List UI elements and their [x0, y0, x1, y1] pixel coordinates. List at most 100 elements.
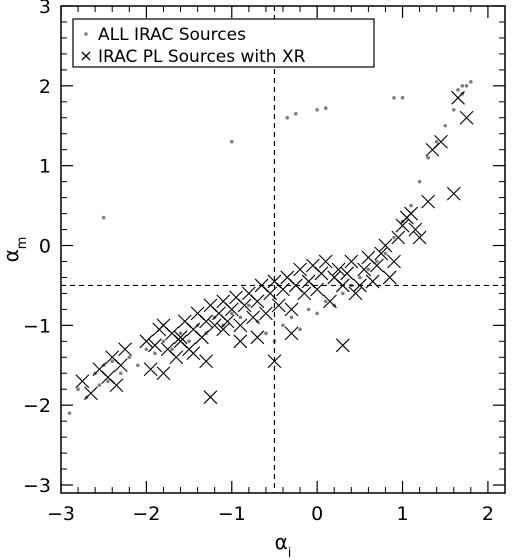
point-irac-pl-xr — [395, 218, 410, 233]
point-irac-pl-xr — [293, 262, 307, 277]
point-irac-pl-xr — [148, 338, 162, 353]
point-all-irac — [281, 323, 285, 328]
point-irac-pl-xr — [118, 342, 132, 357]
point-irac-pl-xr — [331, 262, 346, 277]
y-tick-label: 0 — [39, 236, 51, 258]
point-irac-pl-xr — [233, 318, 248, 333]
y-tick-label: −1 — [23, 315, 51, 337]
point-irac-pl-xr — [237, 298, 252, 313]
point-all-irac — [358, 275, 362, 280]
point-all-irac — [451, 107, 456, 112]
point-irac-pl-xr — [284, 302, 299, 317]
point-all-irac — [426, 155, 430, 160]
legend-entry-all-irac: ALL IRAC Sources — [98, 25, 246, 45]
point-all-irac — [136, 363, 140, 368]
point-irac-pl-xr — [284, 326, 299, 341]
point-all-irac — [392, 235, 396, 240]
point-all-irac — [392, 96, 396, 100]
point-irac-pl-xr — [216, 322, 231, 337]
point-all-irac — [315, 107, 319, 112]
point-irac-pl-xr — [335, 338, 350, 353]
point-all-irac — [417, 179, 422, 184]
point-all-irac — [315, 311, 319, 316]
point-all-irac — [469, 80, 473, 84]
point-all-irac — [97, 383, 102, 388]
point-irac-pl-xr — [194, 330, 209, 345]
point-irac-pl-xr — [459, 110, 474, 125]
point-irac-pl-xr — [207, 318, 222, 333]
point-all-irac — [285, 115, 290, 120]
point-all-irac — [383, 251, 388, 256]
point-all-irac — [298, 327, 302, 332]
point-irac-pl-xr — [451, 90, 465, 105]
x-tick-label: −3 — [47, 503, 75, 525]
point-irac-pl-xr — [186, 346, 201, 361]
point-irac-pl-xr — [318, 254, 333, 269]
point-irac-pl-xr — [357, 262, 372, 277]
y-tick-label: −2 — [23, 395, 51, 417]
point-irac-pl-xr — [408, 222, 423, 237]
point-all-irac — [247, 303, 251, 308]
point-all-irac — [153, 351, 157, 356]
point-irac-pl-xr — [404, 206, 418, 221]
point-irac-pl-xr — [314, 266, 329, 281]
point-all-irac — [144, 347, 149, 352]
point-irac-pl-xr — [382, 270, 397, 285]
point-all-irac — [229, 139, 234, 144]
legend-entry-irac-pl-xr: IRAC PL Sources with XR — [98, 47, 306, 67]
axis-ticks — [60, 5, 506, 493]
point-all-irac — [464, 84, 469, 88]
point-irac-pl-xr — [199, 314, 214, 329]
point-irac-pl-xr — [374, 246, 389, 261]
point-all-irac — [118, 371, 123, 376]
legend: ALL IRAC Sources IRAC PL Sources with XR — [72, 18, 375, 68]
point-irac-pl-xr — [446, 186, 461, 201]
point-irac-pl-xr — [434, 134, 448, 149]
x-tick-label: −2 — [132, 503, 160, 525]
legend-marker-x — [81, 51, 91, 61]
point-irac-pl-xr — [143, 362, 158, 377]
point-all-irac — [178, 331, 183, 336]
point-irac-pl-xr — [370, 258, 384, 273]
point-irac-pl-xr — [203, 390, 218, 405]
legend-marker-dot — [84, 32, 88, 36]
point-all-irac — [323, 299, 328, 304]
y-tick-label: 2 — [39, 76, 51, 98]
point-irac-pl-xr — [75, 374, 90, 389]
point-all-irac — [106, 379, 110, 384]
y-tick-label: 3 — [39, 0, 51, 18]
point-all-irac — [294, 111, 298, 116]
legend-box — [72, 18, 375, 68]
x-axis-label: αi — [275, 530, 292, 560]
point-all-irac — [460, 84, 465, 88]
point-irac-pl-xr — [391, 230, 406, 245]
point-irac-pl-xr — [378, 238, 393, 253]
x-tick-label: 0 — [311, 503, 323, 525]
point-irac-pl-xr — [109, 378, 124, 393]
point-irac-pl-xr — [250, 294, 265, 309]
point-irac-pl-xr — [139, 334, 154, 349]
point-all-irac — [434, 139, 439, 144]
x-tick-label: −1 — [218, 503, 246, 525]
point-all-irac — [264, 331, 268, 336]
y-axis-label: αm — [0, 237, 30, 263]
point-all-irac — [170, 347, 174, 352]
point-all-irac — [456, 88, 460, 92]
reference-lines — [61, 6, 505, 493]
point-irac-pl-xr — [156, 318, 171, 333]
point-irac-pl-xr — [387, 254, 401, 269]
point-all-irac — [443, 123, 448, 128]
legend-x-glyph — [81, 51, 91, 61]
point-all-irac — [375, 259, 379, 264]
point-irac-pl-xr — [83, 386, 98, 401]
point-irac-pl-xr — [246, 310, 261, 325]
point-all-irac — [101, 215, 106, 220]
point-irac-pl-xr — [233, 334, 248, 349]
y-tick-label: 1 — [39, 156, 51, 178]
point-all-irac — [306, 307, 311, 312]
point-all-irac — [238, 315, 243, 320]
point-all-irac — [409, 203, 413, 208]
point-all-irac — [161, 339, 166, 344]
